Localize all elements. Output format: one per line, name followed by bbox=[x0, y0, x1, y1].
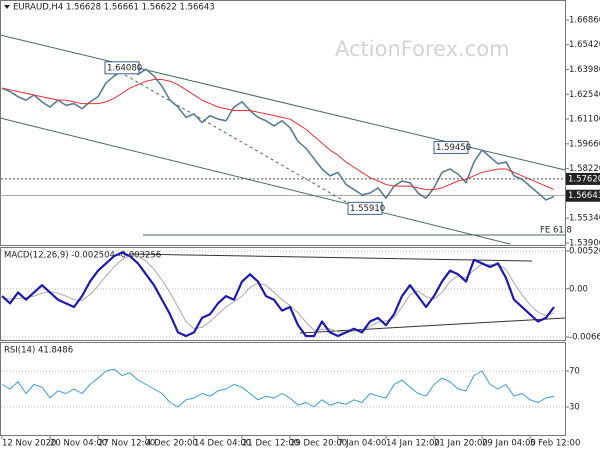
series-line bbox=[1, 251, 555, 338]
annotation-box bbox=[347, 201, 383, 215]
x-tick-label: 27 Nov 12:00 bbox=[98, 439, 155, 449]
fe-label: FE 61.8 bbox=[540, 226, 572, 236]
annotation-label: 1.64080 bbox=[107, 63, 142, 73]
price-title: EURAUD,H4 1.56628 1.56661 1.56622 1.5664… bbox=[13, 3, 215, 13]
macd-trend-lower bbox=[299, 317, 566, 334]
watermark: ActionForex.com bbox=[335, 37, 510, 61]
channel-upper bbox=[0, 34, 566, 171]
annotation-box bbox=[104, 61, 140, 75]
price-panel bbox=[0, 0, 566, 246]
y-tick-label: 70 bbox=[569, 367, 580, 377]
rsi-title: RSI(14) 41.8486 bbox=[4, 346, 73, 356]
rsi-panel bbox=[0, 342, 566, 436]
level-label: 1.56643 bbox=[568, 191, 600, 201]
y-tick-label: 0.005208 bbox=[569, 247, 600, 257]
macd-title: MACD(12,26,9) -0.002504 -0.003256 bbox=[4, 251, 161, 261]
x-tick-label: 29 Dec 20:00 bbox=[290, 439, 347, 449]
y-tick-label: -0.006631 bbox=[569, 333, 600, 343]
x-tick-label: 14 Jan 12:00 bbox=[386, 439, 440, 449]
y-tick-label: 30 bbox=[569, 403, 580, 413]
annotation-label: 1.55910 bbox=[350, 204, 385, 214]
macd-trend-upper bbox=[129, 253, 533, 262]
series-line bbox=[1, 68, 555, 201]
y-tick-label: 1.58220 bbox=[569, 164, 600, 174]
level-box bbox=[566, 189, 600, 202]
series-line bbox=[1, 368, 555, 408]
annotation-box bbox=[433, 140, 469, 154]
y-tick-label: 1.55340 bbox=[569, 214, 600, 224]
x-tick-label: 21 Dec 12:00 bbox=[242, 439, 299, 449]
series-line bbox=[1, 78, 555, 191]
y-tick-label: 1.65420 bbox=[569, 40, 600, 50]
level-label: 1.57620 bbox=[568, 174, 600, 184]
channel-lower bbox=[0, 117, 511, 245]
y-tick-label: 1.53900 bbox=[569, 238, 600, 248]
macd-panel bbox=[0, 247, 566, 341]
x-tick-label: 12 Nov 2020 bbox=[2, 439, 56, 449]
y-tick-label: 1.63980 bbox=[569, 65, 600, 75]
y-tick-label: 1.62540 bbox=[569, 90, 600, 100]
level-box bbox=[566, 172, 600, 185]
menu-arrow bbox=[4, 5, 10, 9]
y-tick-label: 0.00 bbox=[569, 284, 588, 294]
x-tick-label: 14 Dec 04:00 bbox=[194, 439, 251, 449]
y-tick-label: 1.66860 bbox=[569, 15, 600, 25]
x-tick-label: 4 Dec 20:00 bbox=[146, 439, 198, 449]
x-tick-label: 7 Jan 04:00 bbox=[338, 439, 386, 449]
y-tick-label: 1.59660 bbox=[569, 139, 600, 149]
x-tick-label: 20 Nov 04:00 bbox=[50, 439, 107, 449]
annotation-label: 1.59450 bbox=[436, 143, 471, 153]
x-tick-label: 5 Feb 12:00 bbox=[530, 439, 580, 449]
x-tick-label: 21 Jan 20:00 bbox=[434, 439, 488, 449]
x-tick-label: 29 Jan 04:00 bbox=[482, 439, 536, 449]
y-tick-label: 1.61100 bbox=[569, 115, 600, 125]
